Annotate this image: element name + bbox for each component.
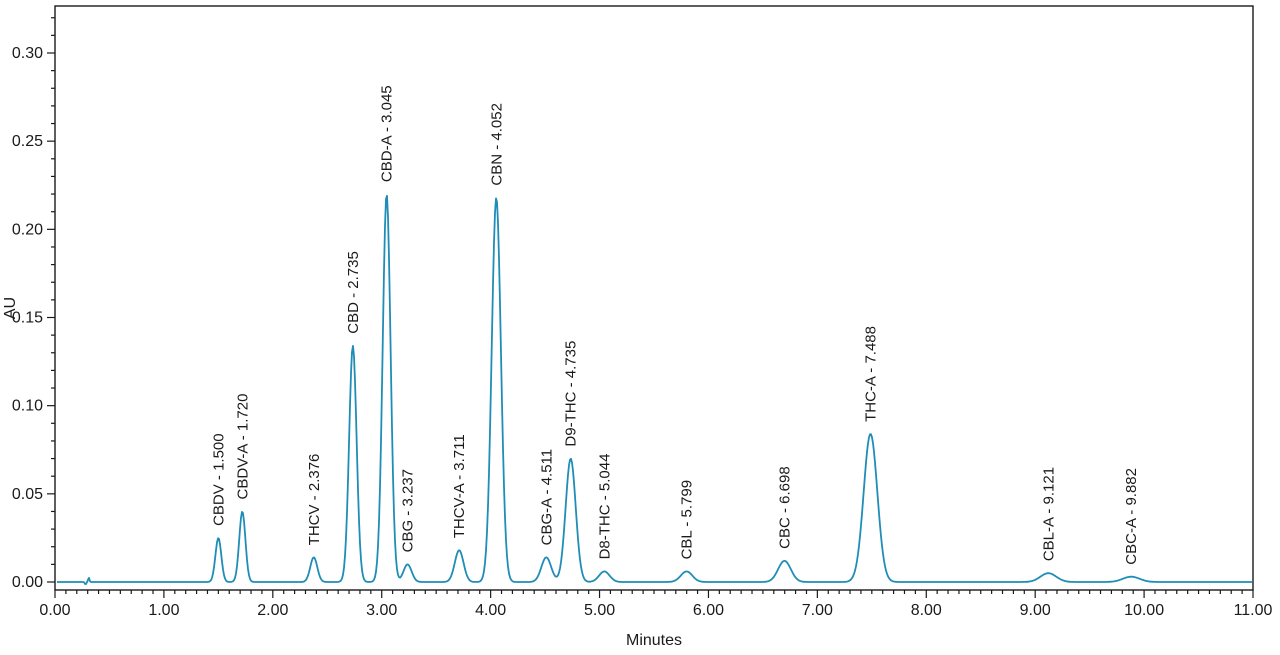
y-axis-title: AU bbox=[2, 297, 19, 319]
peak-label: CBC-A - 9.882 bbox=[1123, 468, 1140, 565]
y-tick-label: 0.05 bbox=[12, 486, 43, 503]
x-tick-label: 7.00 bbox=[802, 602, 833, 619]
x-tick-label: 9.00 bbox=[1020, 602, 1051, 619]
x-axis: 0.00 1.00 2.00 3.00 4.00 5.00 6.00 7.00 8.00 9.00… bbox=[39, 590, 1273, 619]
y-tick-label: 0.00 bbox=[12, 574, 43, 591]
peak-label: THCV - 2.376 bbox=[306, 454, 323, 546]
y-axis: 0.00 0.05 0.10 0.15 0.20 0.25 0.30 bbox=[12, 17, 55, 591]
x-tick-label: 4.00 bbox=[475, 602, 506, 619]
x-tick-label: 0.00 bbox=[39, 602, 70, 619]
peak-labels: CBDV - 1.500 CBDV-A - 1.720 THCV - 2.376 CB… bbox=[210, 85, 1140, 564]
peak-label: CBDV-A - 1.720 bbox=[234, 394, 251, 500]
peak-label: CBG-A - 4.511 bbox=[538, 449, 555, 545]
peak-label: CBN - 4.052 bbox=[488, 103, 505, 186]
x-tick-label: 1.00 bbox=[148, 602, 179, 619]
x-tick-label: 10.00 bbox=[1124, 602, 1164, 619]
peak-label: CBL-A - 9.121 bbox=[1040, 467, 1057, 561]
x-tick-label: 2.00 bbox=[257, 602, 288, 619]
peak-label: THCV-A - 3.711 bbox=[451, 434, 468, 538]
x-tick-label: 11.00 bbox=[1234, 602, 1273, 619]
x-tick-label: 5.00 bbox=[584, 602, 615, 619]
peak-label: CBD - 2.735 bbox=[345, 251, 362, 334]
y-tick-label: 0.20 bbox=[12, 221, 43, 238]
x-axis-title: Minutes bbox=[626, 632, 682, 649]
y-tick-label: 0.30 bbox=[12, 45, 43, 62]
peak-label: D8-THC - 5.044 bbox=[596, 454, 613, 560]
y-tick-label: 0.10 bbox=[12, 398, 43, 415]
peak-label: THC-A - 7.488 bbox=[863, 326, 880, 422]
peak-label: CBG - 3.237 bbox=[400, 469, 417, 552]
plot-frame bbox=[54, 5, 1254, 591]
chromatogram-trace bbox=[57, 194, 1252, 585]
y-tick-label: 0.15 bbox=[12, 310, 43, 327]
peak-label: CBD-A - 3.045 bbox=[379, 85, 396, 182]
peak-label: CBL - 5.799 bbox=[679, 480, 696, 560]
y-tick-label: 0.25 bbox=[12, 133, 43, 150]
x-tick-label: 6.00 bbox=[693, 602, 724, 619]
x-tick-label: 8.00 bbox=[911, 602, 942, 619]
peak-label: CBDV - 1.500 bbox=[210, 433, 227, 526]
peak-label: CBC - 6.698 bbox=[776, 466, 793, 549]
peak-label: D9-THC - 4.735 bbox=[563, 341, 580, 447]
x-tick-label: 3.00 bbox=[366, 602, 397, 619]
